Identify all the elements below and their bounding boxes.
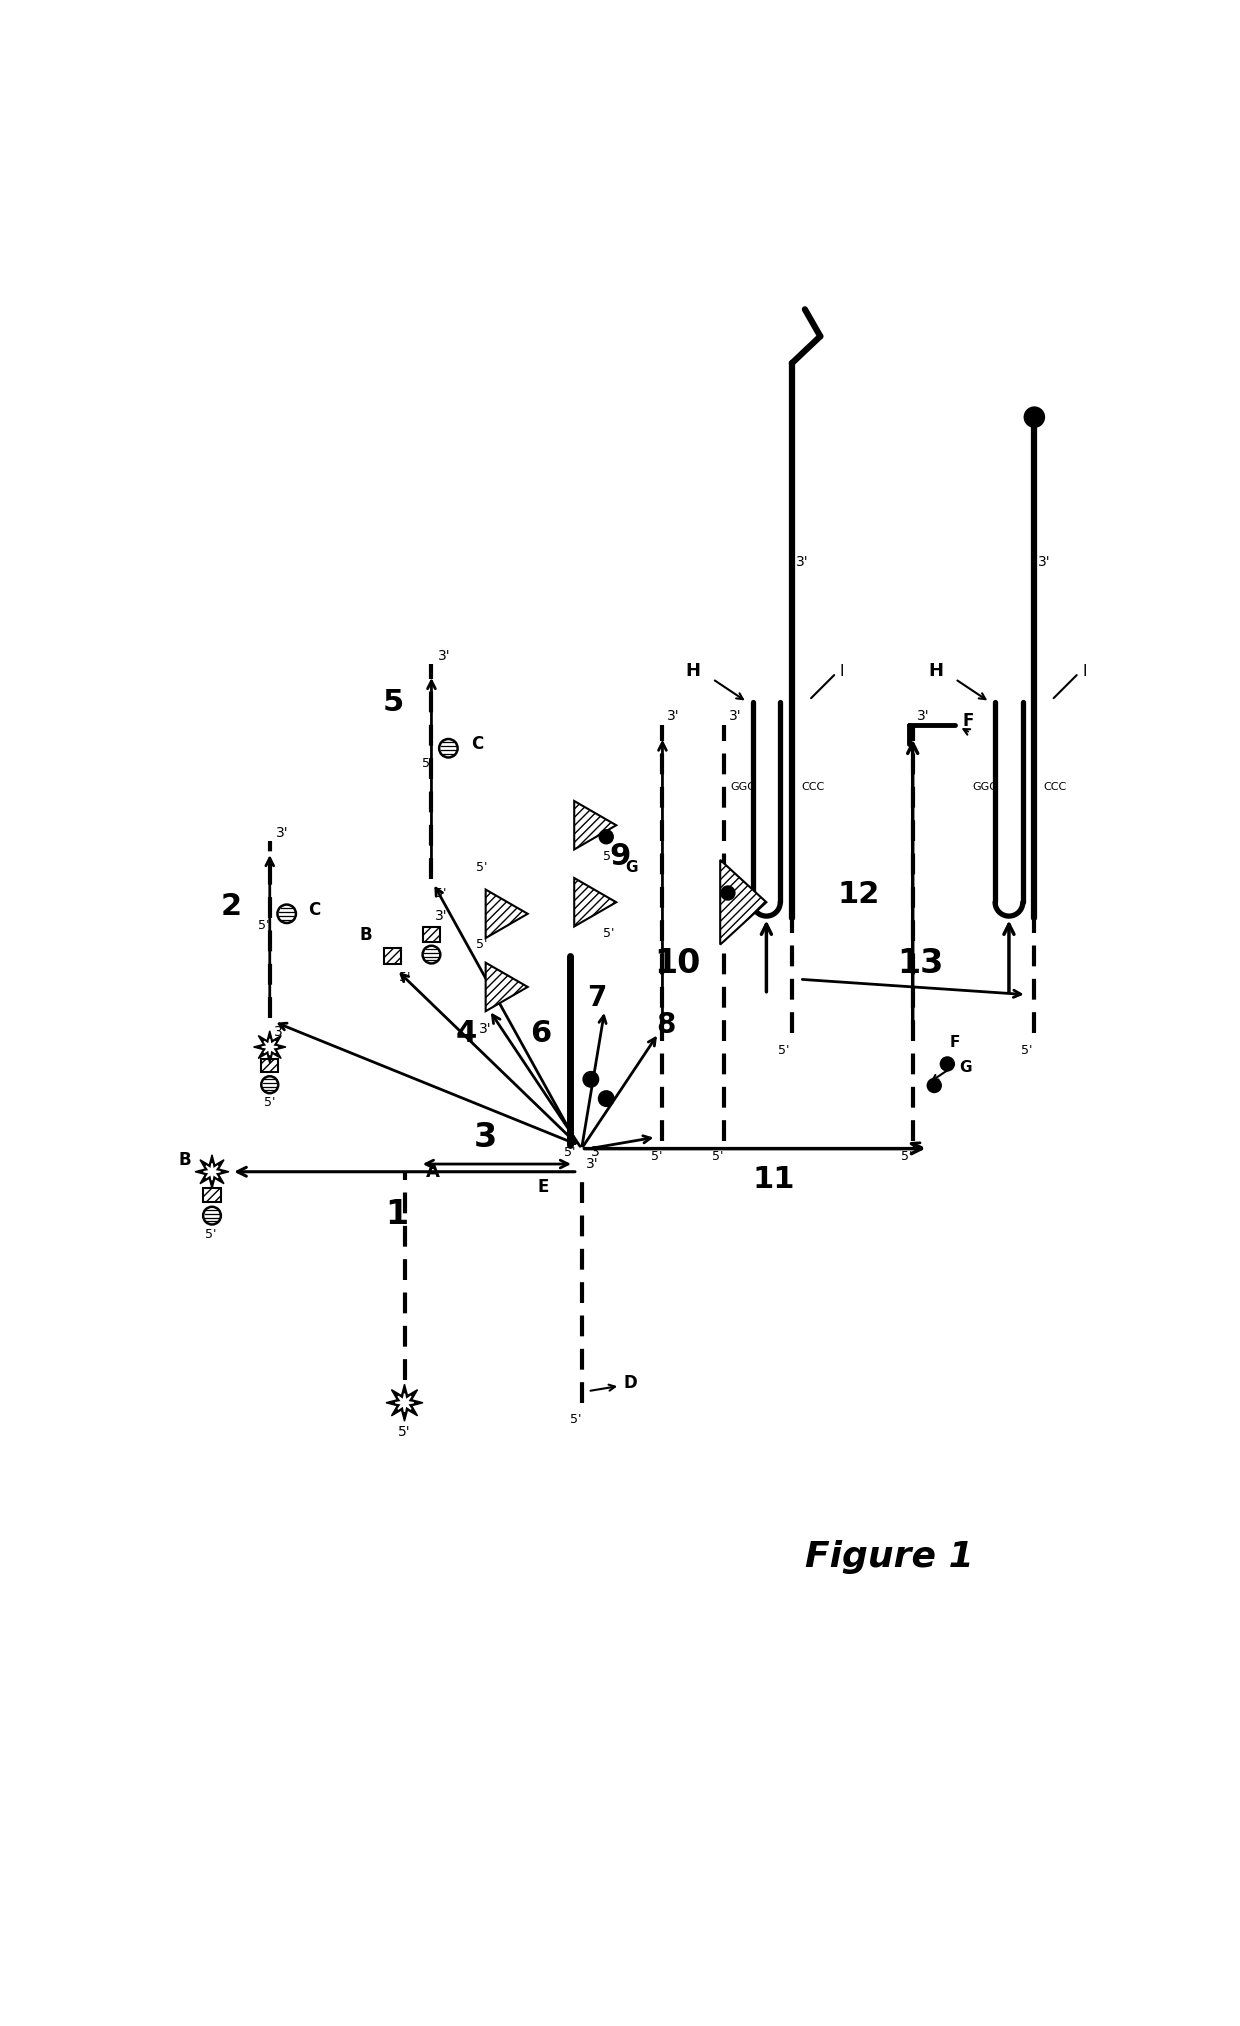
Text: 10: 10: [655, 948, 701, 981]
Text: 5': 5': [264, 1096, 275, 1108]
Text: 3': 3': [796, 555, 808, 569]
Text: D: D: [624, 1374, 637, 1392]
Text: CCC: CCC: [801, 782, 825, 792]
Circle shape: [598, 1090, 615, 1106]
Polygon shape: [574, 800, 616, 849]
Text: 4: 4: [455, 1019, 476, 1047]
Bar: [384, 948, 402, 964]
Text: 3': 3': [274, 1025, 286, 1039]
Text: C: C: [309, 902, 320, 920]
Text: 5': 5': [564, 1147, 575, 1159]
Text: 3': 3': [590, 1145, 604, 1159]
Text: B: B: [360, 926, 372, 944]
Circle shape: [599, 829, 614, 845]
Text: F: F: [950, 1035, 960, 1049]
Text: 5': 5': [399, 970, 410, 985]
Text: B: B: [179, 1151, 191, 1169]
Text: I: I: [1083, 665, 1086, 679]
Circle shape: [203, 1207, 221, 1224]
Bar: [262, 1058, 278, 1072]
Circle shape: [583, 1072, 599, 1088]
Polygon shape: [574, 877, 616, 926]
Polygon shape: [486, 962, 528, 1011]
Text: 5': 5': [712, 1151, 724, 1163]
Text: H: H: [686, 663, 701, 681]
Circle shape: [262, 1076, 278, 1094]
Polygon shape: [195, 1155, 229, 1189]
Text: 2: 2: [221, 891, 242, 920]
Text: 5': 5': [476, 861, 487, 873]
Circle shape: [940, 1056, 955, 1072]
Polygon shape: [262, 1039, 278, 1056]
Polygon shape: [720, 859, 766, 944]
Text: 5': 5': [900, 1151, 913, 1163]
Text: 3: 3: [474, 1120, 497, 1153]
Text: 3': 3': [916, 709, 929, 723]
Text: 3': 3': [438, 648, 450, 663]
Text: 3': 3': [479, 1023, 492, 1035]
Text: 5': 5': [476, 938, 487, 950]
Circle shape: [439, 739, 458, 758]
Polygon shape: [486, 889, 528, 938]
Text: GGG: GGG: [972, 782, 998, 792]
Text: 3': 3': [1038, 555, 1050, 569]
Text: 9: 9: [609, 841, 631, 871]
Text: 6: 6: [531, 1019, 552, 1047]
Text: 3': 3': [585, 1157, 598, 1171]
Polygon shape: [396, 1394, 414, 1412]
Bar: [423, 926, 440, 942]
Text: H: H: [929, 663, 944, 681]
Text: GGG: GGG: [730, 782, 756, 792]
Text: 5': 5': [569, 1414, 582, 1426]
Text: F: F: [962, 713, 973, 729]
Text: 12: 12: [837, 879, 880, 910]
Text: 5': 5': [205, 1228, 216, 1242]
Text: 5': 5': [435, 887, 446, 900]
Text: I: I: [839, 665, 844, 679]
Text: 3': 3': [729, 709, 742, 723]
Text: 5: 5: [382, 687, 403, 717]
Text: 5': 5': [651, 1151, 662, 1163]
Text: 5': 5': [1021, 1043, 1033, 1058]
Text: 1: 1: [386, 1197, 408, 1230]
Text: CCC: CCC: [1044, 782, 1066, 792]
Polygon shape: [253, 1031, 286, 1064]
Text: 5': 5': [422, 758, 433, 770]
Text: 3': 3': [435, 910, 448, 924]
Circle shape: [926, 1078, 942, 1094]
Bar: [203, 1187, 221, 1201]
Text: 11: 11: [753, 1165, 795, 1193]
Circle shape: [720, 885, 735, 902]
Text: 7: 7: [588, 985, 606, 1013]
Circle shape: [1023, 407, 1045, 427]
Text: C: C: [471, 735, 484, 754]
Text: 3': 3': [277, 827, 289, 841]
Text: G: G: [625, 861, 637, 875]
Text: G: G: [959, 1060, 971, 1076]
Circle shape: [278, 904, 296, 924]
Text: E: E: [537, 1179, 549, 1195]
Circle shape: [423, 946, 440, 964]
Text: 5': 5': [398, 1424, 410, 1438]
Text: A: A: [427, 1163, 440, 1181]
Text: 8: 8: [657, 1011, 676, 1039]
Text: Figure 1: Figure 1: [805, 1540, 973, 1574]
Text: 13: 13: [898, 948, 944, 981]
Text: 5': 5': [603, 926, 614, 940]
Polygon shape: [386, 1384, 423, 1420]
Text: 5': 5': [779, 1043, 790, 1058]
Text: 5': 5': [603, 849, 614, 863]
Polygon shape: [203, 1163, 221, 1181]
Text: 3': 3': [667, 709, 680, 723]
Text: 5': 5': [258, 920, 269, 932]
